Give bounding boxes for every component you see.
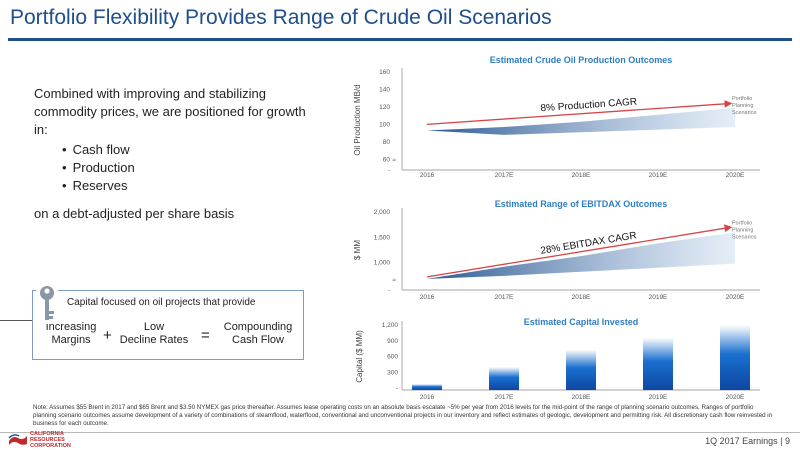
logo-line: CALIFORNIA bbox=[30, 431, 64, 437]
y-tick-label: 60 bbox=[383, 156, 391, 163]
page-number: 1Q 2017 Earnings | 9 bbox=[705, 436, 790, 446]
capital-bar bbox=[720, 325, 750, 390]
cagr-trend-arrow bbox=[426, 224, 733, 278]
band-label: Scenarios bbox=[732, 234, 757, 240]
term-line: Cash Flow bbox=[232, 334, 284, 346]
band-label: Portfolio bbox=[732, 220, 752, 226]
y-tick-label: 1,000 bbox=[374, 260, 391, 267]
footer-divider bbox=[0, 432, 800, 433]
scenario-band bbox=[427, 107, 735, 135]
y-tick-label: - bbox=[388, 287, 390, 294]
production-chart: Estimated Crude Oil Production Outcomes O… bbox=[353, 55, 760, 179]
capital-focus-heading: Capital focused on oil projects that pro… bbox=[67, 297, 256, 308]
x-tick-label: 2019E bbox=[649, 294, 668, 301]
axis-break-icon: ≈ bbox=[392, 157, 396, 164]
key-icon bbox=[36, 284, 58, 324]
y-tick-label: 1,200 bbox=[382, 322, 399, 329]
term-line: Decline Rates bbox=[119, 334, 189, 346]
term-line: Increasing bbox=[45, 321, 97, 333]
x-tick-label: 2019E bbox=[649, 172, 668, 179]
capital-focus-box: Capital focused on oil projects that pro… bbox=[32, 290, 304, 360]
y-tick-label: 160 bbox=[379, 69, 390, 76]
connector-line bbox=[0, 320, 34, 321]
x-tick-label: 2018E bbox=[572, 294, 591, 301]
term-line: Compounding bbox=[223, 321, 293, 333]
capital-bar bbox=[566, 349, 596, 390]
growth-list: Cash flow Production Reserves bbox=[62, 141, 314, 195]
y-tick-label: 300 bbox=[387, 369, 398, 376]
x-tick-label: 2020E bbox=[726, 294, 745, 301]
y-tick-label: - bbox=[388, 167, 390, 174]
chart-title: Estimated Crude Oil Production Outcomes bbox=[490, 55, 673, 65]
intro-text: Combined with improving and stabilizing … bbox=[34, 86, 306, 137]
y-tick-label: 1,500 bbox=[374, 234, 391, 241]
y-tick-label: 900 bbox=[387, 338, 398, 345]
compounding-cash-flow: Compounding Cash Flow bbox=[218, 321, 298, 347]
page-title: Portfolio Flexibility Provides Range of … bbox=[10, 6, 552, 29]
x-tick-label: 2019E bbox=[649, 394, 668, 401]
cagr-trend-arrow bbox=[426, 99, 733, 126]
increasing-margins: Increasing Margins bbox=[41, 321, 101, 347]
closing-text: on a debt-adjusted per share basis bbox=[34, 206, 235, 221]
term-line: Margins bbox=[51, 334, 91, 346]
scenario-band bbox=[427, 232, 735, 279]
plus-sign: + bbox=[103, 327, 112, 344]
equals-sign: = bbox=[201, 327, 210, 344]
capital-bar bbox=[412, 384, 442, 390]
term-line: Low bbox=[143, 321, 165, 333]
x-tick-label: 2016 bbox=[420, 394, 435, 401]
list-item: Production bbox=[62, 159, 314, 177]
band-label: Planning bbox=[732, 103, 753, 109]
title-divider bbox=[8, 38, 792, 41]
y-tick-label: 120 bbox=[379, 104, 390, 111]
footnote: Note: Assumes $55 Brent in 2017 and $65 … bbox=[33, 404, 773, 427]
x-tick-label: 2016 bbox=[420, 294, 435, 301]
capital-bar bbox=[643, 337, 673, 390]
y-tick-label: 2,000 bbox=[374, 209, 391, 216]
california-resources-logo bbox=[8, 434, 27, 445]
logo-wordmark: CALIFORNIA RESOURCES CORPORATION bbox=[30, 431, 71, 449]
chart-title: Estimated Range of EBITDAX Outcomes bbox=[495, 199, 668, 209]
logo-line: RESOURCES bbox=[30, 437, 65, 443]
y-tick-label: 140 bbox=[379, 86, 390, 93]
y-tick-label: 600 bbox=[387, 354, 398, 361]
band-label: Portfolio bbox=[732, 96, 752, 102]
cagr-label: 8% Production CAGR bbox=[540, 97, 637, 115]
x-tick-label: 2016 bbox=[420, 172, 435, 179]
y-tick-label: 100 bbox=[379, 121, 390, 128]
list-item: Reserves bbox=[62, 177, 314, 195]
y-tick-label: - bbox=[396, 385, 398, 392]
y-axis-label: Oil Production MB/d bbox=[353, 84, 362, 155]
band-label: Planning bbox=[732, 227, 753, 233]
x-tick-label: 2017E bbox=[495, 172, 514, 179]
chart-title: Estimated Capital Invested bbox=[524, 317, 639, 327]
band-label: Scenarios bbox=[732, 110, 757, 116]
x-tick-label: 2020E bbox=[726, 394, 745, 401]
low-decline-rates: Low Decline Rates bbox=[113, 321, 195, 347]
y-axis-label: Capital ($ MM) bbox=[355, 330, 364, 383]
x-tick-label: 2017E bbox=[495, 394, 514, 401]
x-tick-label: 2018E bbox=[572, 172, 591, 179]
x-tick-label: 2017E bbox=[495, 294, 514, 301]
x-tick-label: 2020E bbox=[726, 172, 745, 179]
logo-line: CORPORATION bbox=[30, 443, 71, 449]
ebitdax-chart: Estimated Range of EBITDAX Outcomes $ MM 2… bbox=[353, 199, 760, 301]
y-axis-label: $ MM bbox=[353, 240, 362, 260]
capital-chart: Estimated Capital Invested Capital ($ MM)… bbox=[355, 317, 760, 401]
x-tick-label: 2018E bbox=[572, 394, 591, 401]
y-tick-label: 80 bbox=[383, 139, 391, 146]
list-item: Cash flow bbox=[62, 141, 314, 159]
summary-text: Combined with improving and stabilizing … bbox=[34, 85, 314, 223]
capital-bar bbox=[489, 367, 519, 390]
axis-break-icon: ≈ bbox=[392, 277, 396, 284]
